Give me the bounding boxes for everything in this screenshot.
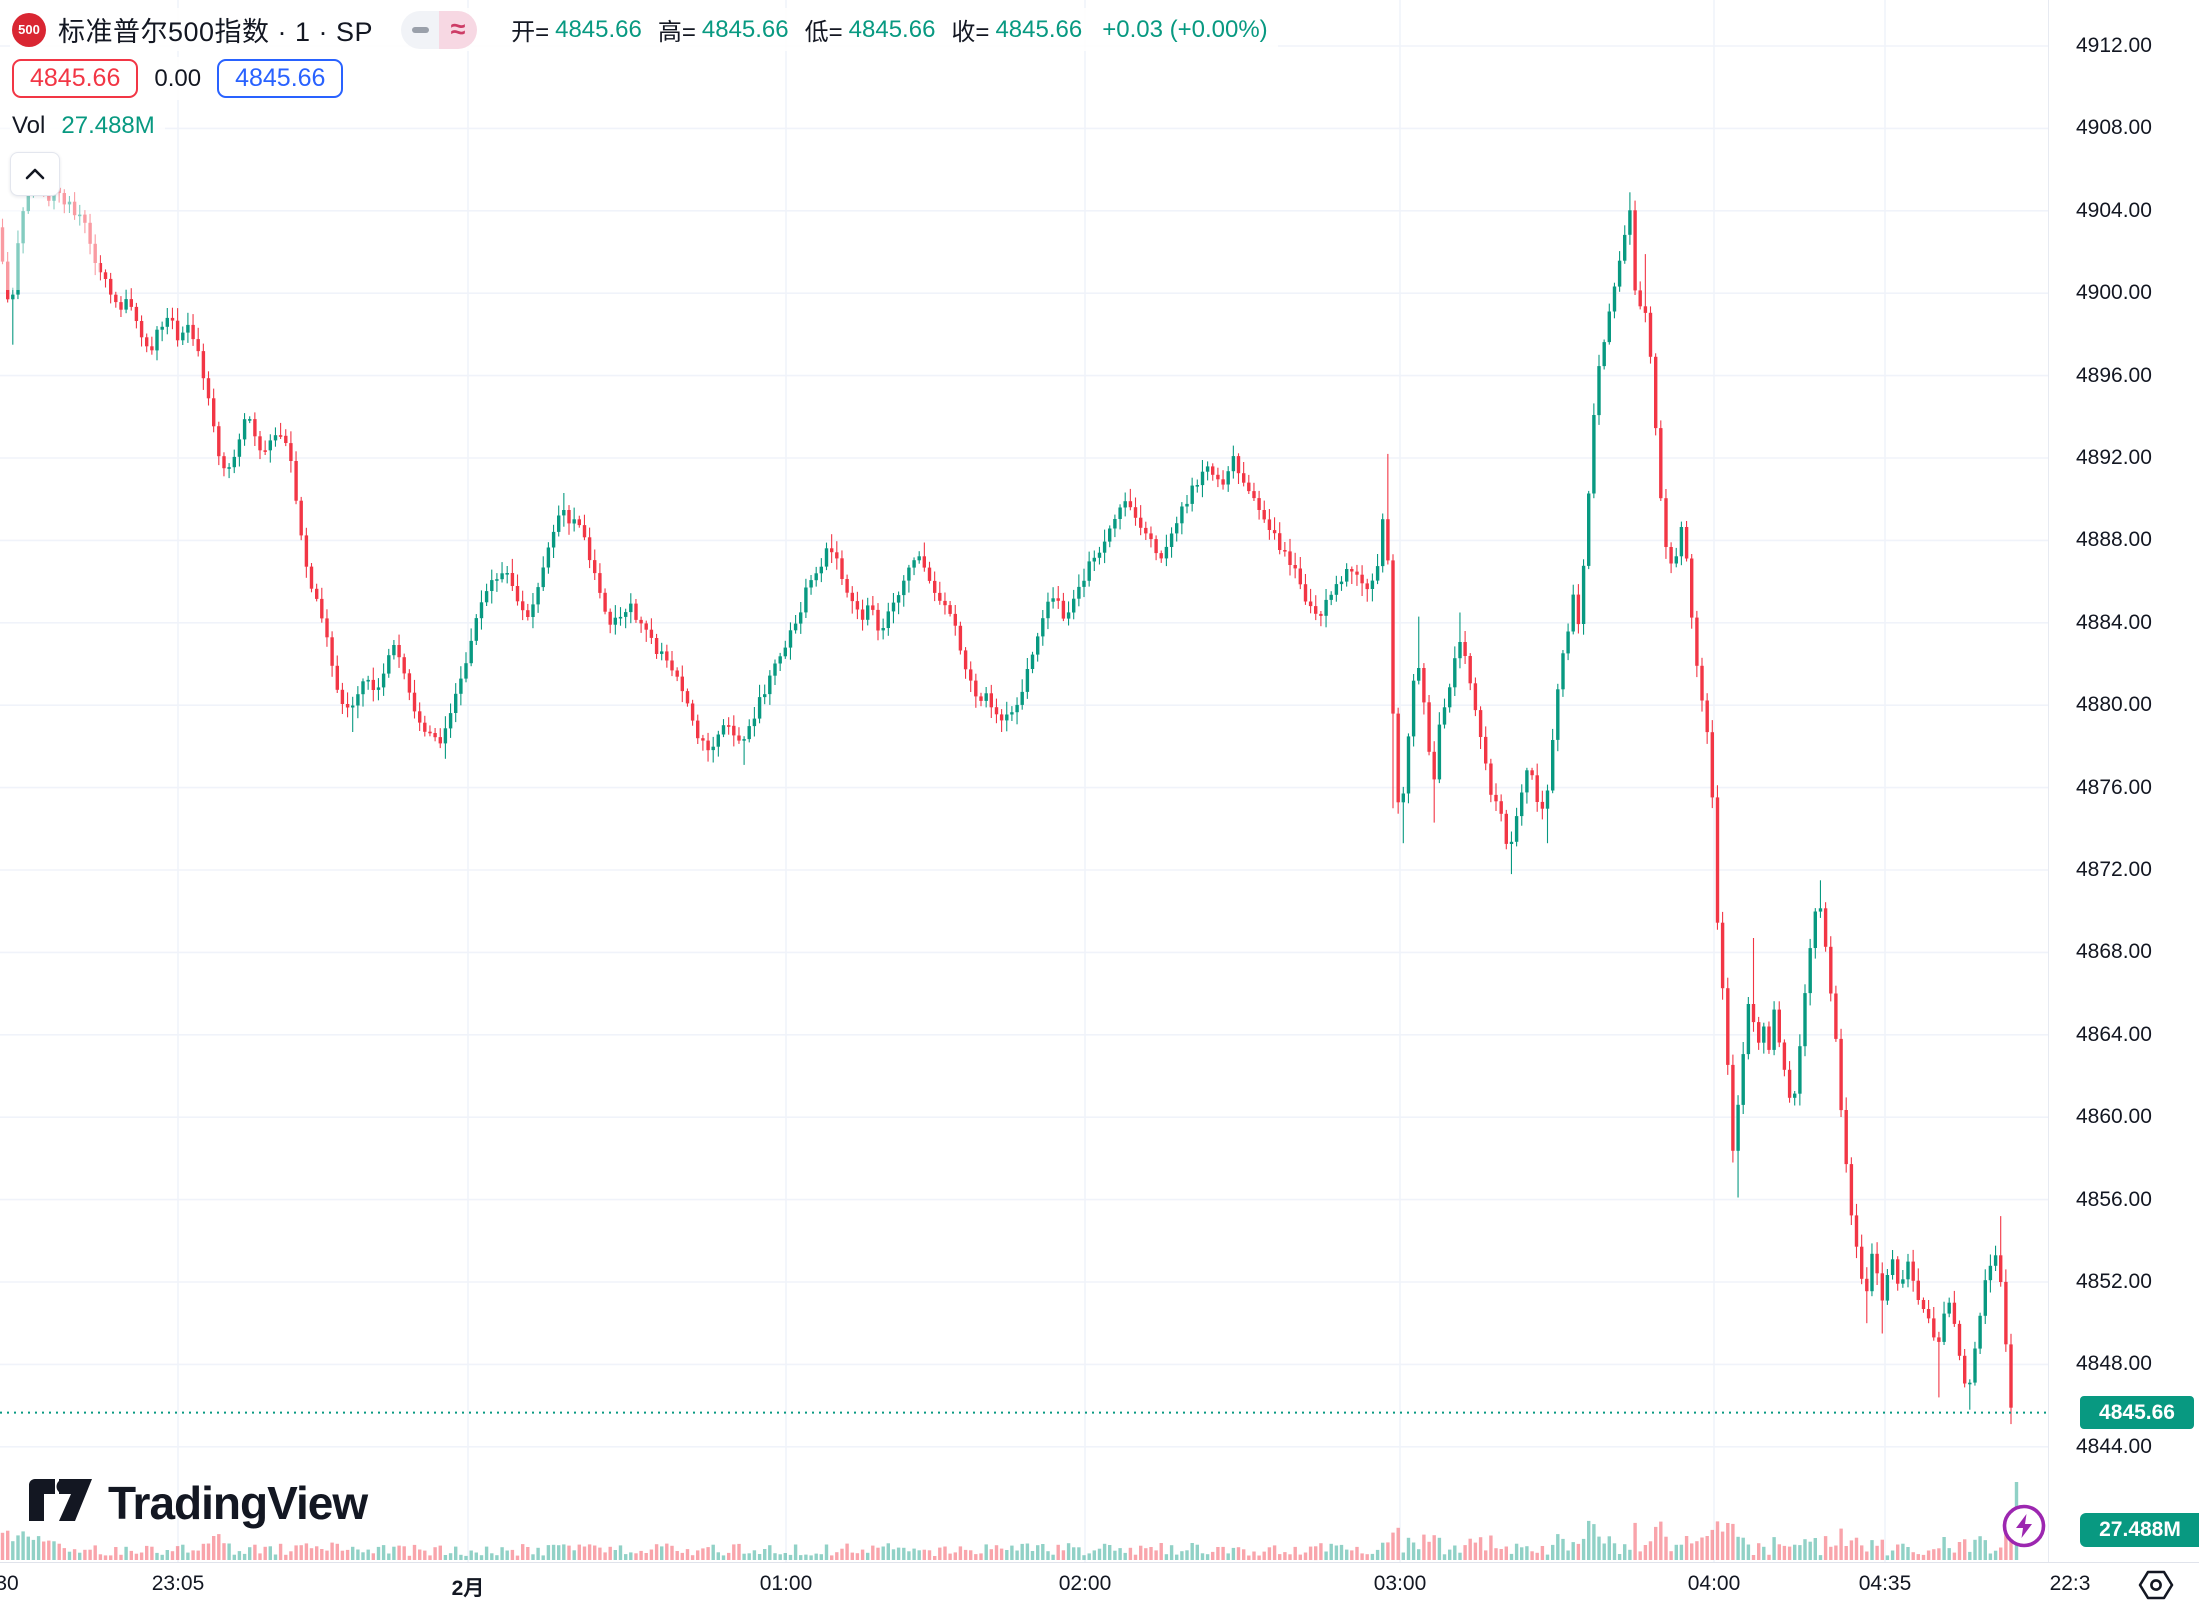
buy-price-button[interactable]: 4845.66 <box>217 59 344 98</box>
close-label: 收= <box>951 19 990 46</box>
price-axis-label: 4872.00 <box>2076 858 2152 881</box>
symbol-title[interactable]: 标准普尔500指数 · 1 · SP <box>58 17 374 47</box>
price-axis-label: 4896.00 <box>2076 363 2152 387</box>
price-axis-label: 4900.00 <box>2076 281 2152 305</box>
time-axis-label: 01:00 <box>759 1572 813 1595</box>
time-axis-label: 2月 <box>451 1577 485 1600</box>
time-axis-label: 03:00 <box>1373 1572 1427 1595</box>
high-value: 4845.66 <box>701 15 789 43</box>
time-axis-label: 02:00 <box>1058 1572 1112 1595</box>
time-axis-label: 22:3 <box>2049 1572 2091 1595</box>
approx-toggle-segment[interactable]: ≈ <box>439 10 478 49</box>
price-axis-label: 4912.00 <box>2076 34 2152 57</box>
legend-volume-row: Vol 27.488M <box>10 110 165 142</box>
dash-toggle-segment[interactable] <box>401 10 440 49</box>
time-axis-label: 04:00 <box>1687 1572 1741 1595</box>
price-axis-label: 4904.00 <box>2076 198 2152 222</box>
chart-legend: 500 标准普尔500指数 · 1 · SP ≈ 开= 4845.66 高= 484… <box>10 8 1278 196</box>
open-value: 4845.66 <box>555 15 642 43</box>
price-axis-label: 4884.00 <box>2076 610 2152 634</box>
lightning-icon[interactable] <box>2001 1503 2047 1549</box>
low-label: 低= <box>804 19 843 46</box>
price-axis-label: 4852.00 <box>2076 1270 2152 1293</box>
collapse-legend-button[interactable] <box>10 152 60 196</box>
price-axis-label: 4864.00 <box>2076 1022 2152 1046</box>
time-axis-label: 04:35 <box>1858 1572 1912 1595</box>
price-axis-label: 4848.00 <box>2076 1352 2152 1376</box>
time-axis-settings-icon[interactable] <box>2136 1567 2176 1603</box>
price-axis-label: 4856.00 <box>2076 1187 2152 1211</box>
legend-trade-row: 4845.66 0.00 4845.66 <box>10 57 354 100</box>
price-axis-label: 4876.00 <box>2076 775 2152 799</box>
volume-badge-value: 27.488M <box>2099 1518 2181 1541</box>
price-axis-label: 4860.00 <box>2076 1105 2152 1129</box>
tradingview-watermark-text: TradingView <box>108 1477 368 1529</box>
legend-symbol-row: 500 标准普尔500指数 · 1 · SP ≈ 开= 4845.66 高= 484… <box>10 8 1278 51</box>
tradingview-watermark[interactable]: TradingView <box>28 1476 368 1530</box>
low-value: 4845.66 <box>848 15 936 43</box>
volume-label: Vol <box>12 112 46 139</box>
price-axis-label: 4908.00 <box>2076 116 2152 140</box>
open-label: 开= <box>511 19 550 46</box>
tradingview-logo-icon <box>29 1479 92 1521</box>
volume-badge: 27.488M <box>2080 1513 2199 1547</box>
approx-icon: ≈ <box>450 14 466 44</box>
time-axis-label: 23:05 <box>151 1572 205 1595</box>
dash-icon <box>411 26 429 33</box>
current-price-value: 4845.66 <box>2099 1400 2175 1424</box>
price-axis-label: 4892.00 <box>2076 446 2152 469</box>
volume-value: 27.488M <box>61 112 155 139</box>
price-axis[interactable]: 4845.66 27.488M 4912.00 4908.00 4904.00 490… <box>2048 0 2199 1562</box>
close-value: 4845.66 <box>995 15 1083 43</box>
high-label: 高= <box>657 19 696 46</box>
candlestick-chart[interactable] <box>0 0 2199 1562</box>
current-price-badge: 4845.66 <box>2080 1396 2194 1430</box>
price-axis-label: 4868.00 <box>2076 940 2152 964</box>
change-value: +0.03 (+0.00%) <box>1102 15 1268 43</box>
time-axis[interactable]: 30 23:05 2月 01:00 02:00 03:00 04:00 04:35 22:3 <box>0 1562 2199 1605</box>
price-axis-label: 4880.00 <box>2076 693 2152 717</box>
time-axis-label: 30 <box>0 1572 19 1595</box>
spread-value: 0.00 <box>154 64 202 92</box>
sp500-logo-icon: 500 <box>12 12 46 47</box>
price-axis-label: 4844.00 <box>2076 1434 2152 1458</box>
chevron-up-icon <box>25 168 45 180</box>
price-axis-label: 4888.00 <box>2076 528 2152 552</box>
market-mode-toggle[interactable]: ≈ <box>401 10 478 49</box>
ohlc-readout: 开= 4845.66 高= 4845.66 低= 4845.66 收= 4845.66 … <box>511 12 1268 47</box>
sell-price-button[interactable]: 4845.66 <box>12 59 139 98</box>
